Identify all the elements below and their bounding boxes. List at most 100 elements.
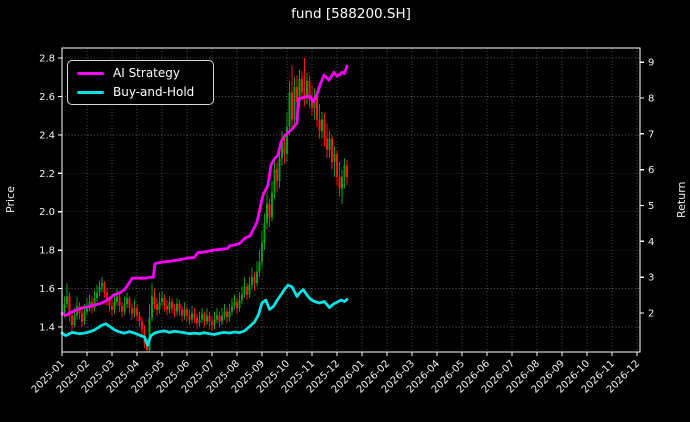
candle-body	[126, 298, 128, 304]
candle-body	[133, 307, 136, 314]
return-tick-label: 6	[648, 165, 654, 176]
return-tick-label: 2	[648, 309, 654, 320]
candle-body	[318, 119, 321, 131]
candle-body	[208, 315, 211, 322]
candle-body	[273, 169, 276, 193]
candle-body	[148, 317, 151, 351]
candle-body	[218, 315, 221, 322]
buy-and-hold-line	[60, 283, 349, 347]
candle-body	[293, 86, 296, 120]
legend-item-buy-and-hold: Buy-and-Hold	[77, 85, 205, 99]
candle-body	[161, 298, 163, 302]
candle-body	[306, 81, 308, 99]
candle-body	[191, 313, 193, 320]
return-tick-label: 5	[648, 201, 654, 212]
candle-body	[258, 261, 261, 272]
ai-strategy-line-swatch	[77, 71, 104, 75]
buy-and-hold-line-swatch	[77, 90, 104, 94]
price-axis-label: Price	[4, 186, 17, 214]
candle-body	[106, 292, 108, 301]
candle-body	[116, 296, 118, 303]
candle-body	[308, 81, 311, 101]
candle-body	[86, 307, 88, 312]
candle-body	[121, 305, 123, 312]
candle-body	[81, 313, 83, 322]
plot-border	[61, 47, 641, 353]
price-tick-label: 1.6	[39, 284, 55, 295]
candle-body	[286, 127, 288, 155]
candle-body	[73, 315, 76, 326]
candle-body	[283, 142, 286, 154]
candle-body	[178, 304, 181, 310]
price-tick-label: 2.6	[39, 92, 55, 103]
candle-body	[153, 296, 156, 304]
candle-body	[136, 307, 138, 316]
candle-body	[251, 277, 253, 285]
candle-body	[241, 294, 243, 301]
return-tick-label: 4	[648, 237, 654, 248]
candle-body	[268, 204, 271, 218]
candle-body	[288, 92, 291, 128]
candle-body	[338, 177, 341, 189]
candle-body	[163, 298, 166, 306]
candle-body	[316, 96, 318, 120]
price-tick-label: 1.8	[39, 246, 55, 257]
candle-body	[271, 192, 273, 218]
legend-label-buy-and-hold: Buy-and-Hold	[113, 85, 195, 99]
candle-body	[101, 282, 103, 287]
candle-body	[166, 305, 168, 310]
candle-body	[71, 315, 73, 326]
candle-body	[291, 92, 293, 120]
return-tick-label: 8	[648, 93, 654, 104]
candle-body	[123, 304, 126, 312]
candle-body	[246, 286, 248, 295]
candle-body	[193, 313, 196, 318]
candle-body	[228, 311, 231, 318]
price-tick-label: 2.4	[39, 130, 55, 141]
candle-body	[128, 298, 131, 308]
candle-body	[181, 309, 183, 316]
candle-body	[248, 284, 251, 295]
candle-body	[326, 138, 328, 151]
candle-body	[213, 319, 216, 326]
candle-body	[253, 277, 256, 283]
candle-body	[298, 79, 301, 103]
candle-body	[156, 304, 158, 310]
candle-body	[108, 300, 111, 306]
candle-body	[203, 313, 206, 322]
candle-body	[266, 204, 268, 224]
candle-body	[103, 282, 106, 293]
candle-body	[118, 296, 121, 306]
legend-label-ai-strategy: AI Strategy	[113, 66, 180, 80]
return-tick-label: 3	[648, 273, 654, 284]
candle-body	[233, 302, 236, 306]
candle-body	[171, 302, 173, 308]
candle-body	[93, 298, 96, 308]
candle-body	[328, 138, 331, 151]
candle-body	[226, 311, 228, 318]
return-tick-label: 9	[648, 58, 654, 69]
candle-body	[188, 315, 191, 320]
candle-body	[333, 154, 336, 162]
price-tick-label: 2.8	[39, 53, 55, 64]
candle-body	[223, 311, 226, 316]
legend-item-ai-strategy: AI Strategy	[77, 66, 205, 80]
candle-body	[198, 319, 201, 324]
candle-body	[231, 305, 233, 312]
candle-body	[201, 313, 203, 320]
price-tick-label: 2.2	[39, 169, 55, 180]
candle-body	[321, 119, 323, 131]
candle-body	[131, 307, 133, 314]
candle-body	[186, 309, 188, 316]
candle-body	[173, 307, 176, 312]
candle-body	[276, 169, 278, 181]
candle-body	[113, 302, 116, 310]
candle-body	[323, 119, 326, 139]
candle-body	[196, 317, 198, 324]
candle-body	[341, 177, 343, 189]
legend: AI Strategy Buy-and-Hold	[67, 60, 214, 105]
candle-body	[183, 309, 186, 316]
candle-body	[336, 154, 338, 178]
